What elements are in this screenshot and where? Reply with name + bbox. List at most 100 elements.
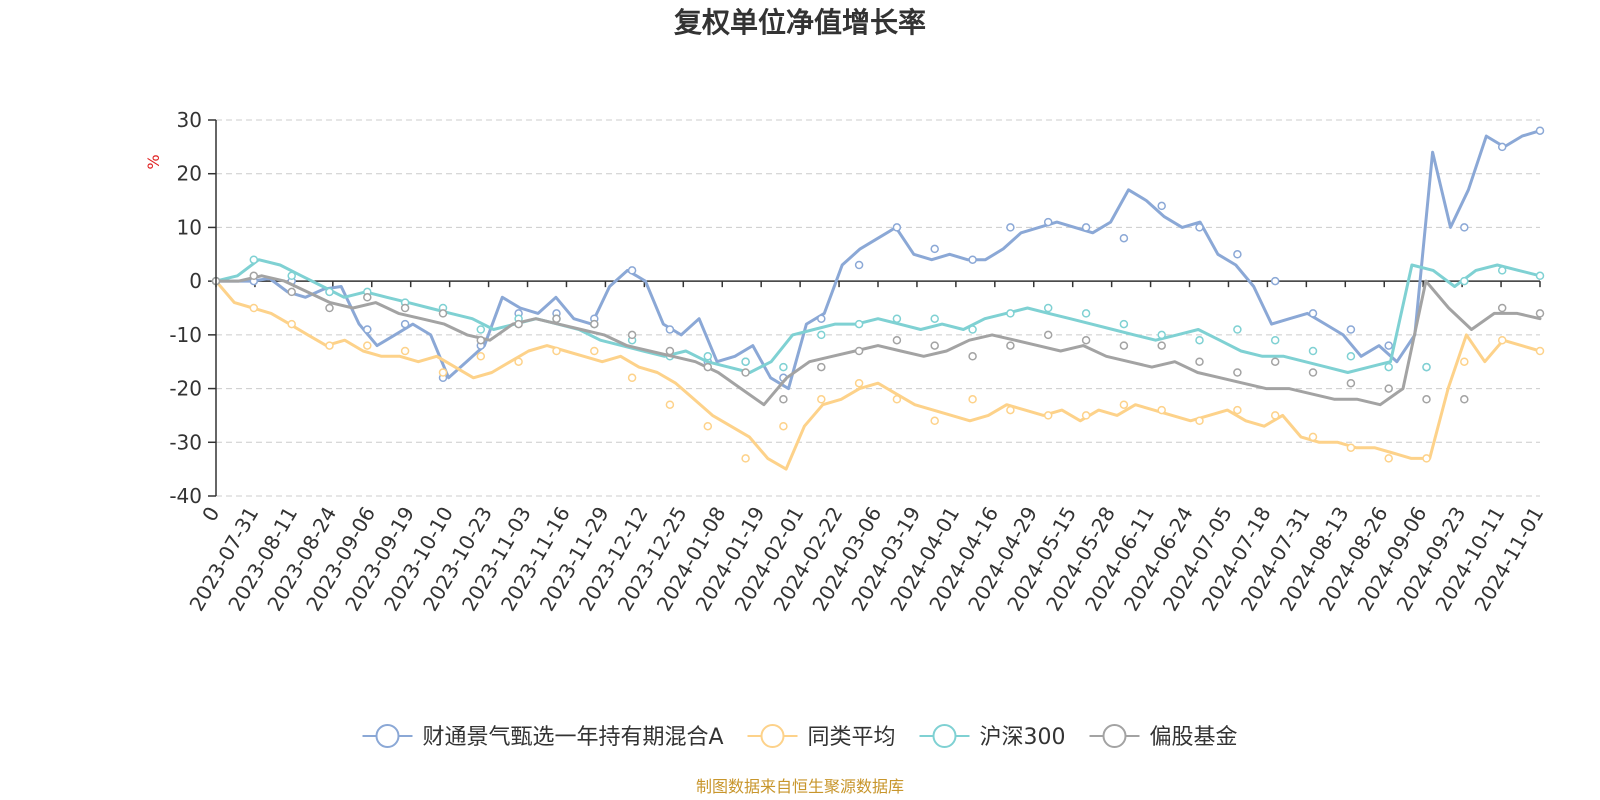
- series-marker-1: [363, 341, 372, 350]
- series-marker-3: [779, 395, 788, 404]
- series-marker-0: [1119, 233, 1129, 243]
- series-marker-3: [400, 303, 410, 313]
- series-line-2: [214, 258, 1542, 374]
- series-line-1: [214, 279, 1542, 471]
- legend-item-0[interactable]: 财通景气甄选一年持有期混合A: [362, 724, 724, 750]
- series-marker-2: [1043, 303, 1053, 313]
- series-marker-1: [1346, 443, 1356, 452]
- legend-item-3[interactable]: 偏股基金: [1089, 724, 1238, 750]
- series-marker-2: [325, 287, 334, 297]
- series-marker-1: [590, 346, 599, 356]
- series-marker-3: [325, 303, 334, 313]
- series-marker-3: [665, 346, 675, 356]
- series-marker-2: [1346, 352, 1356, 361]
- series-marker-2: [968, 325, 977, 334]
- series-marker-3: [1006, 341, 1015, 350]
- series-marker-2: [930, 314, 939, 323]
- series-marker-0: [892, 223, 902, 232]
- series-marker-1: [476, 352, 486, 361]
- series-marker-0: [1157, 201, 1166, 211]
- series-marker-0: [665, 325, 675, 334]
- series-marker-1: [249, 303, 259, 313]
- series-marker-1: [1081, 411, 1091, 420]
- series-marker-2: [703, 352, 713, 361]
- series-marker-3: [514, 319, 523, 329]
- series-marker-0: [817, 314, 826, 323]
- x-tick-labels: 02023-07-312023-08-112023-08-242023-09-0…: [184, 281, 1548, 615]
- series-marker-1: [1006, 405, 1015, 415]
- y-tick-label: -10: [169, 323, 202, 347]
- series-marker-0: [1308, 309, 1318, 318]
- series-marker-1: [1157, 405, 1166, 415]
- series-marker-3: [741, 368, 750, 377]
- series-marker-0: [930, 244, 939, 254]
- series-marker-2: [817, 330, 826, 340]
- legend-item-1[interactable]: 同类平均: [747, 724, 896, 750]
- series-marker-3: [1497, 303, 1507, 313]
- series-marker-0: [854, 260, 864, 270]
- legend-label: 财通景气甄选一年持有期混合A: [423, 725, 724, 750]
- series-marker-3: [438, 309, 448, 318]
- series-marker-1: [930, 416, 939, 426]
- series-marker-3: [1195, 357, 1204, 366]
- series-marker-1: [1422, 454, 1431, 463]
- y-tick-label: 0: [189, 269, 202, 293]
- series-marker-3: [1233, 368, 1242, 377]
- legend-swatch-marker: [760, 724, 785, 748]
- series-marker-1: [1043, 411, 1053, 420]
- series-marker-1: [287, 319, 296, 329]
- series-marker-3: [1535, 309, 1545, 318]
- series-marker-3: [703, 362, 713, 372]
- series-marker-1: [703, 421, 713, 431]
- series-marker-2: [476, 325, 486, 334]
- series-marker-0: [1270, 276, 1280, 286]
- chart-title: 复权单位净值增长率: [674, 6, 926, 39]
- legend-label: 沪深300: [980, 725, 1066, 750]
- legend: 财通景气甄选一年持有期混合A 同类平均 沪深300 偏股基金: [362, 724, 1238, 750]
- series-marker-1: [779, 421, 788, 431]
- series-marker-3: [854, 346, 864, 356]
- series-marker-2: [1308, 346, 1318, 356]
- series-marker-1: [968, 395, 977, 404]
- series-marker-2: [287, 271, 296, 281]
- series-marker-2: [1460, 276, 1469, 286]
- legend-label: 偏股基金: [1150, 725, 1238, 750]
- legend-swatch-marker: [375, 724, 400, 748]
- y-axis-unit: %: [144, 154, 163, 169]
- source-note: 制图数据来自恒生聚源数据库: [696, 777, 904, 796]
- series-marker-3: [363, 293, 372, 302]
- series-marker-3: [590, 319, 599, 329]
- series-marker-1: [1308, 432, 1318, 442]
- series-marker-0: [1081, 223, 1091, 232]
- series-marker-1: [400, 346, 410, 356]
- series-marker-1: [1384, 454, 1393, 463]
- series-marker-2: [1535, 271, 1545, 281]
- series-marker-0: [1497, 142, 1507, 152]
- series-marker-0: [627, 266, 637, 275]
- series-marker-3: [1460, 395, 1469, 404]
- series-marker-1: [325, 341, 334, 350]
- series-marker-1: [1119, 400, 1129, 409]
- series-marker-1: [1195, 416, 1204, 426]
- series-marker-2: [779, 362, 788, 372]
- series-marker-1: [627, 373, 637, 383]
- y-tick-label: 10: [177, 215, 202, 239]
- series-marker-3: [968, 352, 977, 361]
- series-marker-1: [552, 346, 561, 356]
- series-marker-2: [1497, 266, 1507, 275]
- legend-item-2[interactable]: 沪深300: [919, 724, 1066, 750]
- series-marker-2: [249, 255, 259, 264]
- series-marker-2: [1233, 325, 1242, 334]
- series-marker-3: [892, 335, 902, 345]
- series-marker-0: [400, 319, 410, 329]
- legend-label: 同类平均: [808, 725, 896, 750]
- series-marker-2: [892, 314, 902, 323]
- series-marker-0: [968, 255, 977, 264]
- series-marker-3: [287, 287, 296, 297]
- series-marker-1: [1460, 357, 1469, 366]
- series-marker-1: [438, 368, 448, 377]
- series-marker-1: [741, 454, 750, 463]
- series-marker-3: [930, 341, 939, 350]
- series-marker-2: [1270, 335, 1280, 345]
